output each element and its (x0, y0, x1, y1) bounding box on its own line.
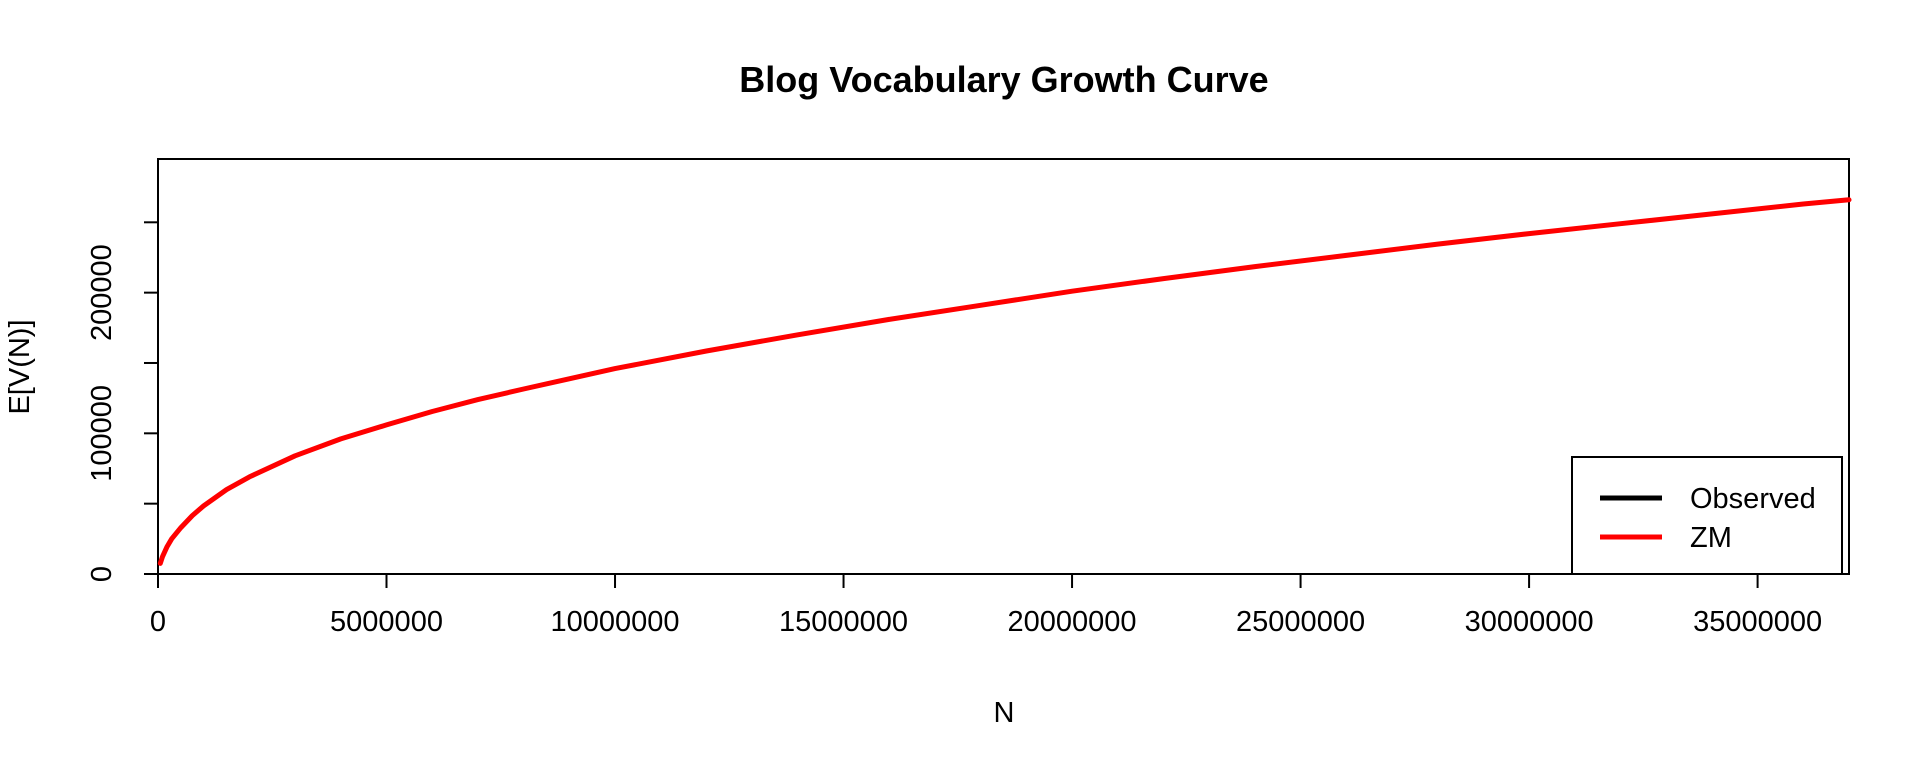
y-axis-label: E[V(N)] (4, 319, 36, 414)
y-tick-label: 0 (86, 566, 118, 582)
legend: Observed ZM (1571, 456, 1843, 575)
y-tick-label: 200000 (86, 244, 118, 341)
y-tick-label: 100000 (86, 385, 118, 482)
x-axis-label: N (994, 697, 1015, 729)
x-tick-label: 20000000 (1008, 606, 1137, 638)
x-tick-label: 30000000 (1465, 606, 1594, 638)
legend-box (1571, 456, 1843, 575)
legend-label: ZM (1690, 522, 1732, 554)
x-tick-label: 10000000 (551, 606, 680, 638)
chart-title: Blog Vocabulary Growth Curve (739, 59, 1268, 100)
y-axis: 0 100000 200000 (86, 221, 159, 582)
x-axis: 0 5000000 10000000 15000000 20000000 25000000… (150, 573, 1822, 638)
legend-label: Observed (1690, 483, 1816, 515)
x-tick-label: 25000000 (1236, 606, 1365, 638)
series-lines (157, 197, 1852, 566)
x-tick-label: 15000000 (779, 606, 908, 638)
series-line-zm (157, 197, 1852, 566)
x-tick-label: 35000000 (1693, 606, 1822, 638)
x-tick-label: 5000000 (330, 606, 443, 638)
x-tick-label: 0 (150, 606, 166, 638)
